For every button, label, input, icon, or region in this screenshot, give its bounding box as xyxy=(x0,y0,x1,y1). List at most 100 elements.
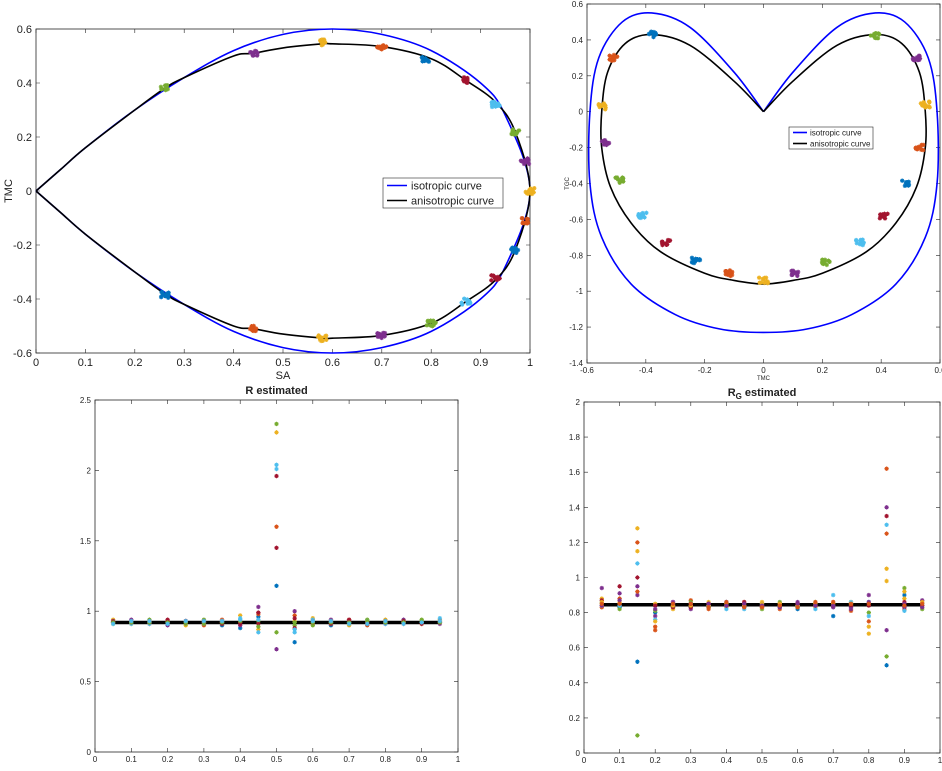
data-point xyxy=(615,177,621,182)
data-point xyxy=(791,271,797,276)
x-tick-label: 1 xyxy=(456,755,461,764)
data-point xyxy=(878,212,883,217)
data-point xyxy=(165,295,171,300)
x-tick-label: 0.4 xyxy=(235,755,247,764)
y-axis-label: TGC xyxy=(565,177,571,190)
legend-label: isotropic curve xyxy=(411,180,482,192)
y-tick-label: 0.6 xyxy=(17,24,32,36)
data-point xyxy=(238,625,243,631)
data-point xyxy=(692,259,698,264)
data-point xyxy=(620,176,626,182)
data-point xyxy=(528,189,534,194)
data-point xyxy=(860,237,865,242)
data-point xyxy=(158,84,164,90)
data-point xyxy=(688,601,693,607)
data-point xyxy=(274,473,279,479)
data-point xyxy=(165,86,170,92)
y-tick-label: 0 xyxy=(576,749,581,758)
x-tick-label: 1 xyxy=(527,357,533,369)
data-point xyxy=(437,616,443,621)
data-point xyxy=(491,273,496,279)
data-point xyxy=(159,294,164,300)
data-point xyxy=(274,630,279,635)
x-tick-label: 0.7 xyxy=(344,755,356,764)
data-point xyxy=(252,48,258,54)
data-point xyxy=(401,621,406,627)
data-point xyxy=(857,241,863,247)
data-point xyxy=(866,624,871,629)
data-point xyxy=(274,545,279,551)
data-point xyxy=(274,421,279,427)
data-point xyxy=(523,189,528,195)
data-point xyxy=(689,255,695,261)
data-point xyxy=(884,505,889,510)
data-point xyxy=(256,604,261,610)
data-point xyxy=(922,102,928,107)
y-tick-label: 0.2 xyxy=(17,132,32,144)
data-point xyxy=(617,591,622,596)
data-point xyxy=(521,161,527,167)
data-point xyxy=(431,322,436,328)
data-point xyxy=(526,157,531,163)
y-tick-label: 2.5 xyxy=(80,396,92,405)
data-point xyxy=(526,190,531,195)
y-tick-label: 1.5 xyxy=(80,537,92,546)
data-point xyxy=(423,56,428,61)
data-point xyxy=(183,618,188,624)
data-point xyxy=(884,466,889,471)
data-point xyxy=(795,605,800,610)
data-point xyxy=(824,262,830,268)
data-point xyxy=(383,618,388,624)
x-tick-label: 0.8 xyxy=(380,755,392,764)
x-tick-label: 0.2 xyxy=(127,357,142,369)
data-point xyxy=(795,269,801,275)
data-point xyxy=(525,220,531,225)
data-point xyxy=(430,319,435,325)
data-point xyxy=(905,180,910,186)
data-point xyxy=(861,240,866,245)
data-point xyxy=(159,289,164,295)
data-point xyxy=(902,603,907,608)
x-tick-label: 0 xyxy=(761,366,766,375)
data-point xyxy=(249,326,254,331)
data-point xyxy=(694,257,699,262)
data-point xyxy=(292,620,297,625)
data-point xyxy=(644,210,649,216)
data-point xyxy=(900,178,905,183)
data-point xyxy=(320,42,326,47)
data-point xyxy=(292,630,297,635)
y-tick-label: -1.4 xyxy=(569,359,583,368)
data-point xyxy=(848,601,854,607)
data-point xyxy=(599,601,604,607)
data-point xyxy=(866,610,871,615)
data-point xyxy=(902,596,907,601)
data-point xyxy=(706,601,711,607)
data-point xyxy=(164,291,169,296)
y-tick-label: -0.2 xyxy=(569,144,583,153)
x-tick-label: 0.3 xyxy=(198,755,210,764)
data-point xyxy=(724,599,729,605)
data-point xyxy=(432,320,438,326)
data-point xyxy=(858,238,863,244)
data-point xyxy=(599,585,604,591)
x-tick-label: 0.8 xyxy=(424,357,439,369)
data-point xyxy=(597,102,602,108)
data-point xyxy=(866,601,871,607)
x-tick-label: 0.6 xyxy=(934,366,942,375)
data-point xyxy=(513,248,519,253)
data-point xyxy=(379,47,384,52)
data-point xyxy=(902,585,907,591)
data-point xyxy=(905,182,911,188)
data-point xyxy=(604,142,609,148)
y-tick-label: 1.2 xyxy=(569,538,581,547)
data-point xyxy=(606,140,612,146)
data-point xyxy=(253,328,258,334)
data-point xyxy=(495,103,501,109)
data-point xyxy=(853,237,859,243)
data-point xyxy=(256,630,261,635)
data-point xyxy=(464,80,470,86)
data-point xyxy=(377,46,383,51)
data-point xyxy=(425,318,431,324)
data-point xyxy=(421,58,427,63)
x-tick-label: 0 xyxy=(582,756,587,765)
